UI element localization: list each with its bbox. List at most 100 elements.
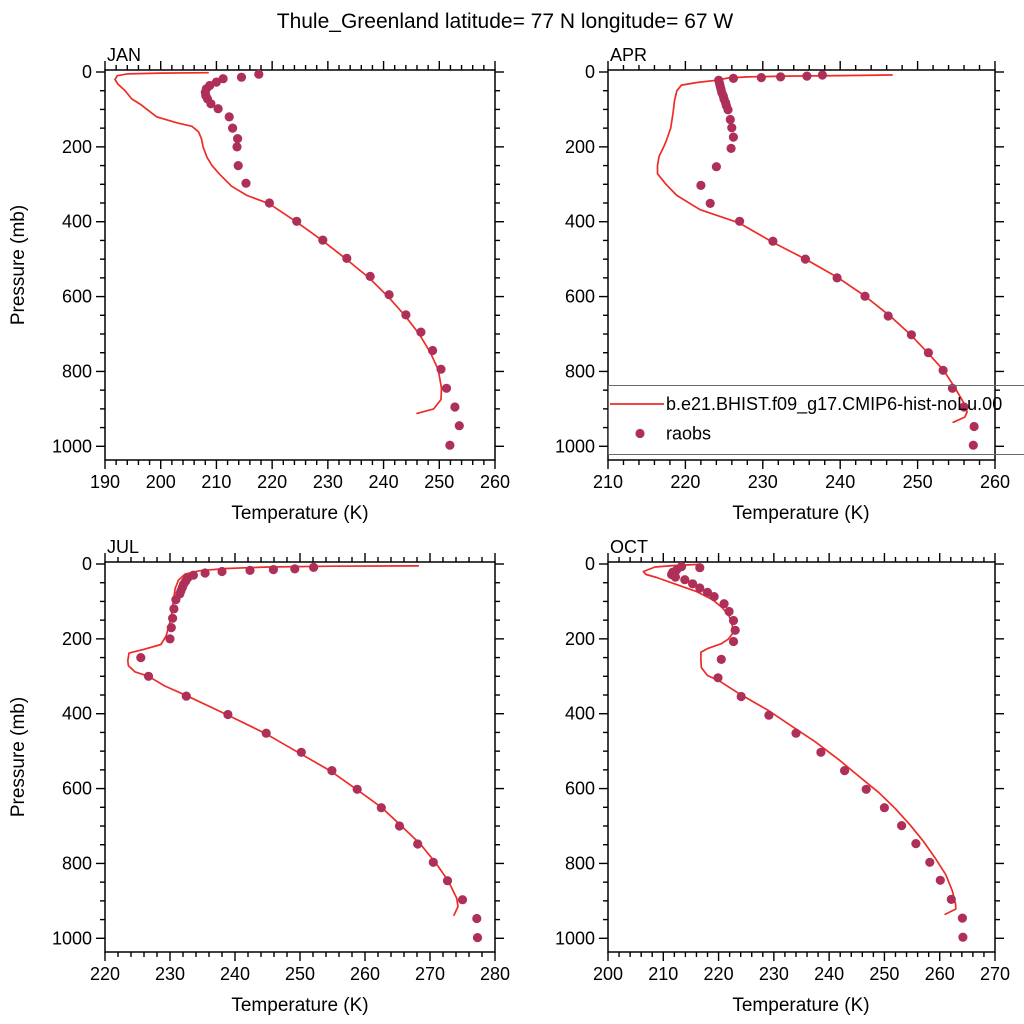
x-tick-label: 240 bbox=[220, 964, 250, 984]
y-tick-label: 1000 bbox=[52, 928, 92, 948]
y-axis-title-bottom-row: Pressure (mb) bbox=[8, 697, 29, 817]
x-tick-label: 250 bbox=[869, 964, 899, 984]
raobs-dot bbox=[883, 311, 893, 321]
y-tick-label: 0 bbox=[82, 554, 92, 574]
raobs-dot bbox=[233, 161, 243, 171]
raobs-dot bbox=[696, 180, 706, 190]
raobs-dot bbox=[938, 365, 948, 375]
x-tick-label: 210 bbox=[593, 472, 623, 492]
raobs-dot bbox=[709, 592, 719, 602]
raobs-dot bbox=[472, 913, 482, 924]
raobs-dot bbox=[223, 709, 233, 720]
raobs-dot bbox=[728, 615, 739, 626]
raobs-dot bbox=[728, 132, 739, 142]
raobs-dot bbox=[727, 123, 737, 133]
y-tick-label: 0 bbox=[82, 62, 92, 82]
raobs-dot bbox=[352, 784, 362, 794]
panel-title-jan: JAN bbox=[107, 45, 141, 65]
raobs-dot bbox=[445, 440, 455, 450]
raobs-dot bbox=[816, 747, 826, 757]
raobs-dot bbox=[719, 599, 729, 609]
x-axis-title-oct: Temperature (K) bbox=[732, 995, 869, 1016]
x-tick-label: 200 bbox=[593, 964, 623, 984]
raobs-dot bbox=[394, 821, 405, 831]
raobs-dot bbox=[958, 932, 968, 942]
y-tick-label: 0 bbox=[585, 554, 595, 574]
raobs-dot bbox=[217, 566, 227, 577]
x-axis-title-apr: Temperature (K) bbox=[732, 503, 869, 524]
raobs-dot bbox=[723, 105, 733, 115]
raobs-dots bbox=[136, 562, 483, 943]
raobs-dot bbox=[171, 595, 181, 605]
y-tick-label: 800 bbox=[62, 853, 92, 873]
panel-title-jul: JUL bbox=[107, 537, 139, 557]
raobs-dot bbox=[228, 123, 238, 133]
legend-box bbox=[608, 385, 1024, 455]
panel-jul: 220 230 240 250 260 270 280 0 200 400 600 800 1000 bbox=[52, 553, 510, 984]
raobs-dot bbox=[935, 875, 945, 885]
raobs-dot bbox=[695, 583, 705, 593]
x-tick-label: 260 bbox=[350, 964, 380, 984]
x-tick-label: 220 bbox=[704, 964, 734, 984]
raobs-dot bbox=[261, 728, 271, 738]
x-axis-title-jul: Temperature (K) bbox=[231, 995, 368, 1016]
raobs-dot bbox=[213, 104, 223, 114]
x-tick-label: 230 bbox=[313, 472, 343, 492]
y-tick-label: 600 bbox=[565, 287, 595, 307]
y-tick-label: 800 bbox=[565, 853, 595, 873]
x-tick-label: 240 bbox=[825, 472, 855, 492]
raobs-dot bbox=[168, 613, 178, 623]
legend-model-label: b.e21.BHIST.f09_g17.CMIP6-hist-noLu.00 bbox=[666, 394, 1002, 415]
raobs-dot bbox=[309, 562, 319, 573]
raobs-dot bbox=[143, 671, 154, 681]
raobs-dot bbox=[735, 216, 745, 226]
x-tick-label: 220 bbox=[257, 472, 287, 492]
panel-title-apr: APR bbox=[610, 45, 647, 65]
raobs-dots bbox=[667, 562, 968, 942]
raobs-dot bbox=[725, 114, 735, 125]
raobs-dot bbox=[342, 253, 352, 263]
x-tick-label: 240 bbox=[814, 964, 844, 984]
raobs-dot bbox=[268, 565, 278, 575]
raobs-dot bbox=[384, 290, 394, 300]
x-tick-label: 250 bbox=[424, 472, 454, 492]
raobs-dot bbox=[680, 575, 690, 585]
y-tick-label: 1000 bbox=[555, 436, 595, 456]
panels-layer: 190 200 210 220 230 240 250 260 0 200 400 600 800 100… bbox=[52, 61, 1010, 984]
x-tick-label: 190 bbox=[90, 472, 120, 492]
raobs-dot bbox=[436, 364, 446, 374]
raobs-dot bbox=[840, 766, 850, 776]
raobs-dot bbox=[236, 72, 247, 82]
raobs-dot bbox=[925, 857, 935, 867]
y-tick-label: 1000 bbox=[52, 436, 92, 456]
raobs-dot bbox=[776, 72, 786, 82]
raobs-dot bbox=[802, 71, 812, 81]
raobs-dot bbox=[166, 623, 176, 633]
raobs-dot bbox=[181, 691, 191, 701]
raobs-dot bbox=[959, 402, 969, 412]
raobs-dot bbox=[454, 421, 464, 431]
raobs-dot bbox=[224, 112, 234, 122]
plot-frame bbox=[607, 561, 996, 953]
raobs-dot bbox=[946, 894, 956, 905]
raobs-dot bbox=[728, 636, 739, 647]
raobs-dot bbox=[264, 198, 274, 208]
raobs-dots bbox=[200, 69, 464, 450]
raobs-dot bbox=[245, 565, 255, 576]
raobs-dot bbox=[200, 568, 210, 578]
x-axis-title-jan: Temperature (K) bbox=[231, 503, 368, 524]
y-tick-label: 600 bbox=[62, 287, 92, 307]
x-tick-label: 280 bbox=[480, 964, 510, 984]
x-tick-label: 210 bbox=[648, 964, 678, 984]
raobs-dot bbox=[165, 634, 175, 644]
x-tick-label: 270 bbox=[980, 964, 1010, 984]
x-tick-label: 220 bbox=[670, 472, 700, 492]
raobs-dot bbox=[365, 271, 375, 281]
raobs-dot bbox=[441, 383, 452, 393]
raobs-dot bbox=[232, 142, 242, 152]
raobs-dot bbox=[670, 572, 681, 582]
x-tick-label: 240 bbox=[369, 472, 399, 492]
x-tick-label: 250 bbox=[285, 964, 315, 984]
raobs-dot bbox=[416, 327, 426, 337]
